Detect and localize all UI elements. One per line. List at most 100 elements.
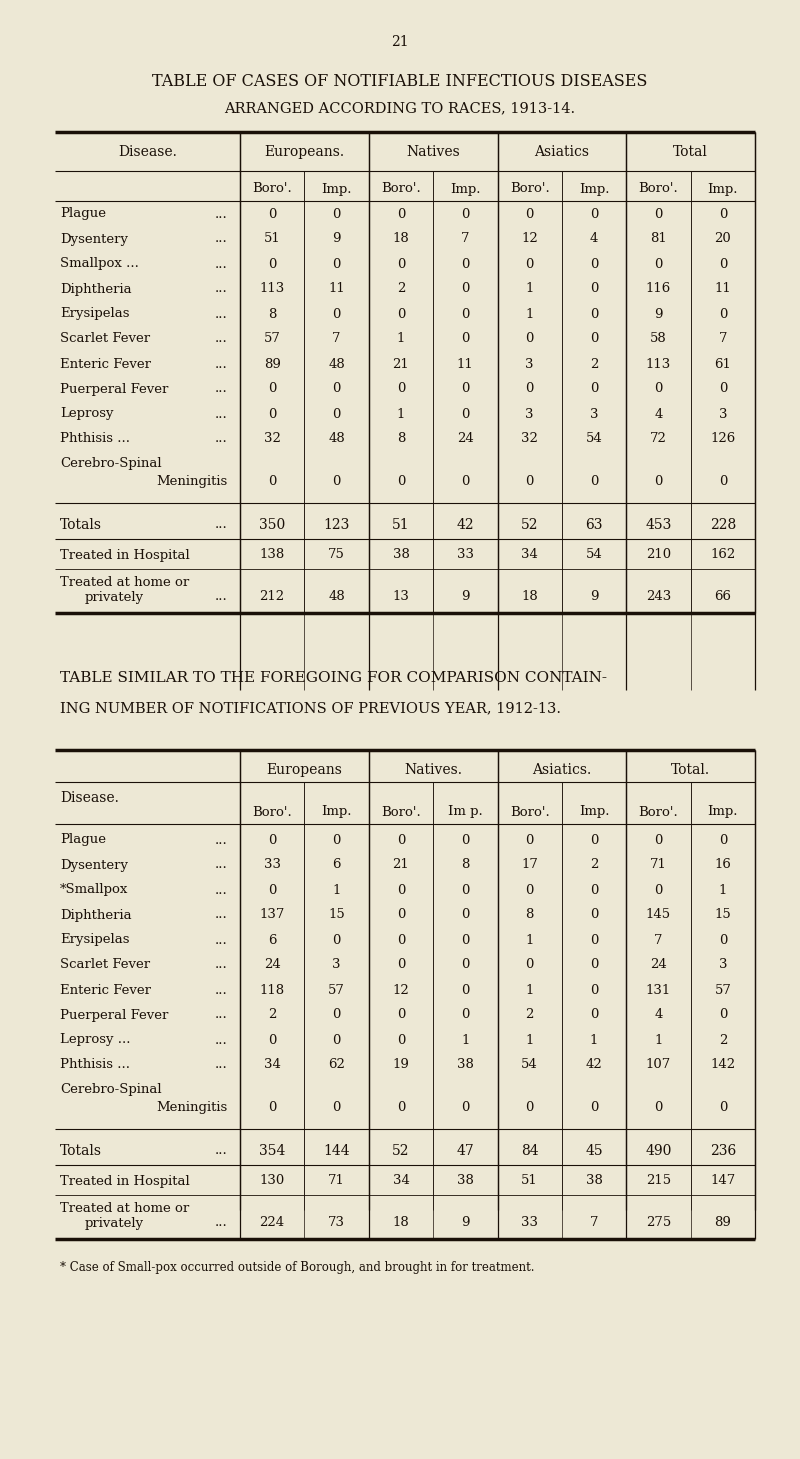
- Text: 8: 8: [526, 909, 534, 922]
- Text: 144: 144: [323, 1144, 350, 1158]
- Text: 57: 57: [264, 333, 281, 346]
- Text: Phthisis ...: Phthisis ...: [60, 432, 130, 445]
- Text: 0: 0: [461, 283, 470, 296]
- Text: Boro'.: Boro'.: [638, 805, 678, 818]
- Text: 0: 0: [718, 934, 727, 947]
- Text: ...: ...: [215, 959, 228, 972]
- Text: 4: 4: [654, 1008, 662, 1021]
- Text: 1: 1: [526, 934, 534, 947]
- Text: 0: 0: [590, 207, 598, 220]
- Text: 138: 138: [259, 549, 285, 562]
- Text: 0: 0: [397, 959, 405, 972]
- Text: ...: ...: [215, 1033, 228, 1046]
- Text: 19: 19: [393, 1058, 410, 1071]
- Text: 18: 18: [393, 1217, 410, 1230]
- Text: 4: 4: [654, 407, 662, 420]
- Text: 137: 137: [259, 909, 285, 922]
- Text: 33: 33: [521, 1217, 538, 1230]
- Text: Puerperal Fever: Puerperal Fever: [60, 382, 168, 395]
- Text: ...: ...: [215, 934, 228, 947]
- Text: Cerebro-Spinal: Cerebro-Spinal: [60, 458, 162, 470]
- Text: Totals: Totals: [60, 1144, 102, 1158]
- Text: Leprosy ...: Leprosy ...: [60, 1033, 130, 1046]
- Text: Boro'.: Boro'.: [381, 182, 421, 196]
- Text: 0: 0: [590, 983, 598, 996]
- Text: 0: 0: [397, 1008, 405, 1021]
- Text: 24: 24: [650, 959, 667, 972]
- Text: 33: 33: [264, 858, 281, 871]
- Text: 0: 0: [268, 257, 276, 270]
- Text: 3: 3: [718, 959, 727, 972]
- Text: Imp.: Imp.: [579, 182, 610, 196]
- Text: 0: 0: [526, 833, 534, 846]
- Text: 162: 162: [710, 549, 735, 562]
- Text: TABLE SIMILAR TO THE FOREGOING FOR COMPARISON CONTAIN-: TABLE SIMILAR TO THE FOREGOING FOR COMPA…: [60, 671, 607, 684]
- Text: 34: 34: [264, 1058, 281, 1071]
- Text: privately: privately: [85, 1217, 144, 1230]
- Text: 0: 0: [397, 476, 405, 487]
- Text: 0: 0: [526, 257, 534, 270]
- Text: ...: ...: [215, 858, 228, 871]
- Text: 38: 38: [457, 1174, 474, 1188]
- Text: 0: 0: [268, 382, 276, 395]
- Text: 116: 116: [646, 283, 671, 296]
- Text: 113: 113: [259, 283, 285, 296]
- Text: ...: ...: [215, 432, 228, 445]
- Text: 8: 8: [397, 432, 405, 445]
- Text: 107: 107: [646, 1058, 671, 1071]
- Text: 2: 2: [526, 1008, 534, 1021]
- Text: ...: ...: [215, 357, 228, 371]
- Text: 0: 0: [397, 1033, 405, 1046]
- Text: 3: 3: [526, 357, 534, 371]
- Text: Im p.: Im p.: [448, 805, 482, 818]
- Text: 38: 38: [457, 1058, 474, 1071]
- Text: Natives: Natives: [406, 144, 460, 159]
- Text: 0: 0: [268, 407, 276, 420]
- Text: 11: 11: [457, 357, 474, 371]
- Text: 0: 0: [718, 207, 727, 220]
- Text: 0: 0: [397, 1102, 405, 1115]
- Text: 0: 0: [526, 476, 534, 487]
- Text: Dysentery: Dysentery: [60, 858, 128, 871]
- Text: 57: 57: [714, 983, 731, 996]
- Text: Plague: Plague: [60, 833, 106, 846]
- Text: 0: 0: [461, 833, 470, 846]
- Text: 6: 6: [268, 934, 277, 947]
- Text: 7: 7: [461, 232, 470, 245]
- Text: 24: 24: [457, 432, 474, 445]
- Text: Meningitis: Meningitis: [157, 476, 228, 487]
- Text: Diphtheria: Diphtheria: [60, 283, 132, 296]
- Text: 89: 89: [714, 1217, 731, 1230]
- Text: 0: 0: [332, 207, 341, 220]
- Text: 0: 0: [461, 308, 470, 321]
- Text: 9: 9: [332, 232, 341, 245]
- Text: 17: 17: [522, 858, 538, 871]
- Text: 32: 32: [522, 432, 538, 445]
- Text: 42: 42: [457, 518, 474, 533]
- Text: 7: 7: [654, 934, 662, 947]
- Text: 0: 0: [461, 257, 470, 270]
- Text: ...: ...: [215, 333, 228, 346]
- Text: ...: ...: [215, 1217, 228, 1230]
- Text: 0: 0: [461, 333, 470, 346]
- Text: 0: 0: [718, 1008, 727, 1021]
- Text: 0: 0: [654, 476, 662, 487]
- Text: Scarlet Fever: Scarlet Fever: [60, 333, 150, 346]
- Text: 0: 0: [526, 382, 534, 395]
- Text: 2: 2: [590, 858, 598, 871]
- Text: 0: 0: [461, 1008, 470, 1021]
- Text: 33: 33: [457, 549, 474, 562]
- Text: Total.: Total.: [671, 763, 710, 778]
- Text: 18: 18: [393, 232, 410, 245]
- Text: Boro'.: Boro'.: [510, 805, 550, 818]
- Text: Erysipelas: Erysipelas: [60, 308, 130, 321]
- Text: 0: 0: [590, 1008, 598, 1021]
- Text: 57: 57: [328, 983, 345, 996]
- Text: 11: 11: [328, 283, 345, 296]
- Text: 38: 38: [586, 1174, 602, 1188]
- Text: 0: 0: [461, 476, 470, 487]
- Text: 0: 0: [397, 257, 405, 270]
- Text: ARRANGED ACCORDING TO RACES, 1913-14.: ARRANGED ACCORDING TO RACES, 1913-14.: [225, 101, 575, 115]
- Text: Phthisis ...: Phthisis ...: [60, 1058, 130, 1071]
- Text: ...: ...: [215, 909, 228, 922]
